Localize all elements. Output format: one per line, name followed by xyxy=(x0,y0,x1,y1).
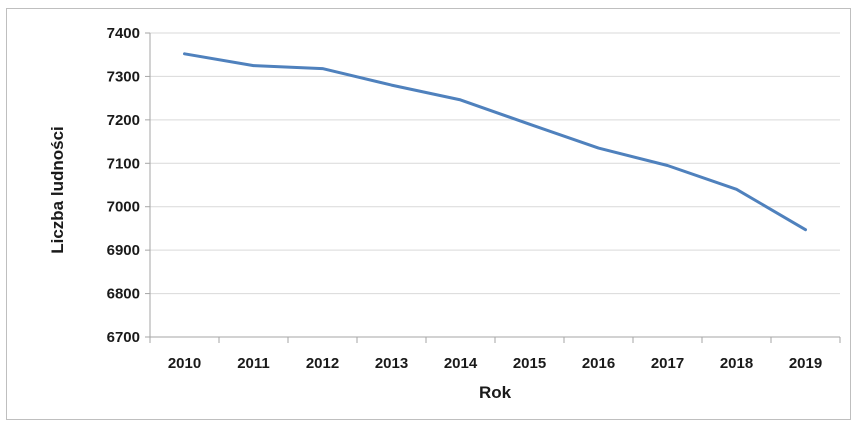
y-tick-label: 7200 xyxy=(107,112,140,129)
x-tick-label: 2015 xyxy=(513,355,546,372)
x-tick-label: 2013 xyxy=(375,355,408,372)
y-tick-label: 7400 xyxy=(107,25,140,42)
y-tick-labels: 6700 6800 6900 7000 7100 7200 7300 7400 xyxy=(107,25,140,346)
x-tick-label: 2012 xyxy=(306,355,339,372)
gridlines xyxy=(150,32,840,295)
x-axis-title: Rok xyxy=(479,383,512,402)
y-tick-label: 7000 xyxy=(107,199,140,216)
x-tick-label: 2014 xyxy=(444,355,478,372)
x-tick-label: 2017 xyxy=(651,355,684,372)
y-tick-label: 7300 xyxy=(107,68,140,85)
series-line xyxy=(183,52,807,232)
axes xyxy=(145,32,841,343)
x-tick-label: 2011 xyxy=(237,355,270,372)
y-tick-label: 7100 xyxy=(107,155,140,172)
x-tick-label: 2010 xyxy=(168,355,201,372)
y-tick-label: 6700 xyxy=(107,329,140,346)
x-tick-label: 2016 xyxy=(582,355,615,372)
series-lines xyxy=(183,52,807,232)
x-tick-label: 2019 xyxy=(789,355,822,372)
x-tick-label: 2018 xyxy=(720,355,753,372)
y-tick-label: 6800 xyxy=(107,286,140,303)
y-tick-label: 6900 xyxy=(107,242,140,259)
y-axis-title: Liczba ludności xyxy=(48,126,67,254)
x-tick-labels: 2010 2011 2012 2013 2014 2015 2016 2017 2018 2019 xyxy=(168,355,822,372)
